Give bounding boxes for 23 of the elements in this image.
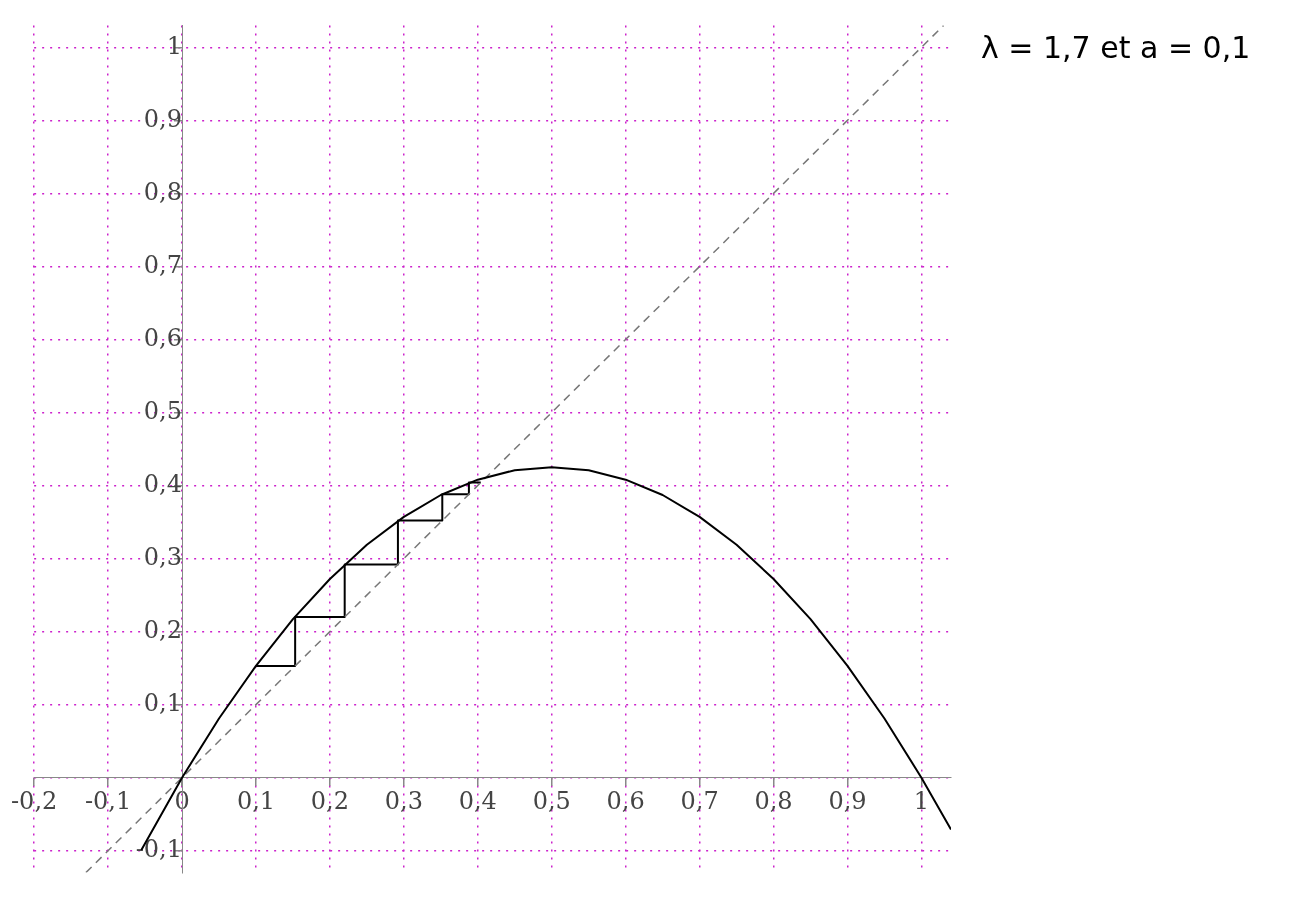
y-tick-label: 0,6 [143, 323, 183, 352]
x-tick-label: 0,8 [754, 787, 793, 816]
x-tick-label: 0,2 [310, 787, 349, 816]
y-tick-label: 0,3 [143, 542, 183, 571]
y-tick-label: 0,9 [143, 104, 183, 133]
x-tick-label: 0,4 [458, 787, 497, 816]
y-tick-label: -0,1 [135, 834, 183, 863]
x-tick-label: 1 [913, 787, 930, 816]
y-tick-label: 0,5 [143, 396, 183, 425]
y-tick-label: 0,8 [143, 177, 183, 206]
x-tick-label: 0,5 [532, 787, 571, 816]
y-tick-label: 0,1 [143, 688, 183, 717]
x-tick-label: 0,1 [236, 787, 276, 816]
x-tick-label: 0,7 [680, 787, 719, 816]
x-tick-label: -0,1 [84, 787, 132, 816]
y-tick-label: 0,2 [143, 615, 183, 644]
x-tick-label: 0,6 [606, 787, 645, 816]
y-tick-label: 0,4 [143, 469, 183, 498]
text: λ = 1,7 et a = 0,1 [981, 30, 1251, 66]
x-tick-label: -0,2 [11, 787, 58, 816]
y-tick-label: 0,7 [143, 250, 183, 279]
x-tick-label: 0,9 [828, 787, 867, 816]
x-tick-label: 0,3 [384, 787, 423, 816]
